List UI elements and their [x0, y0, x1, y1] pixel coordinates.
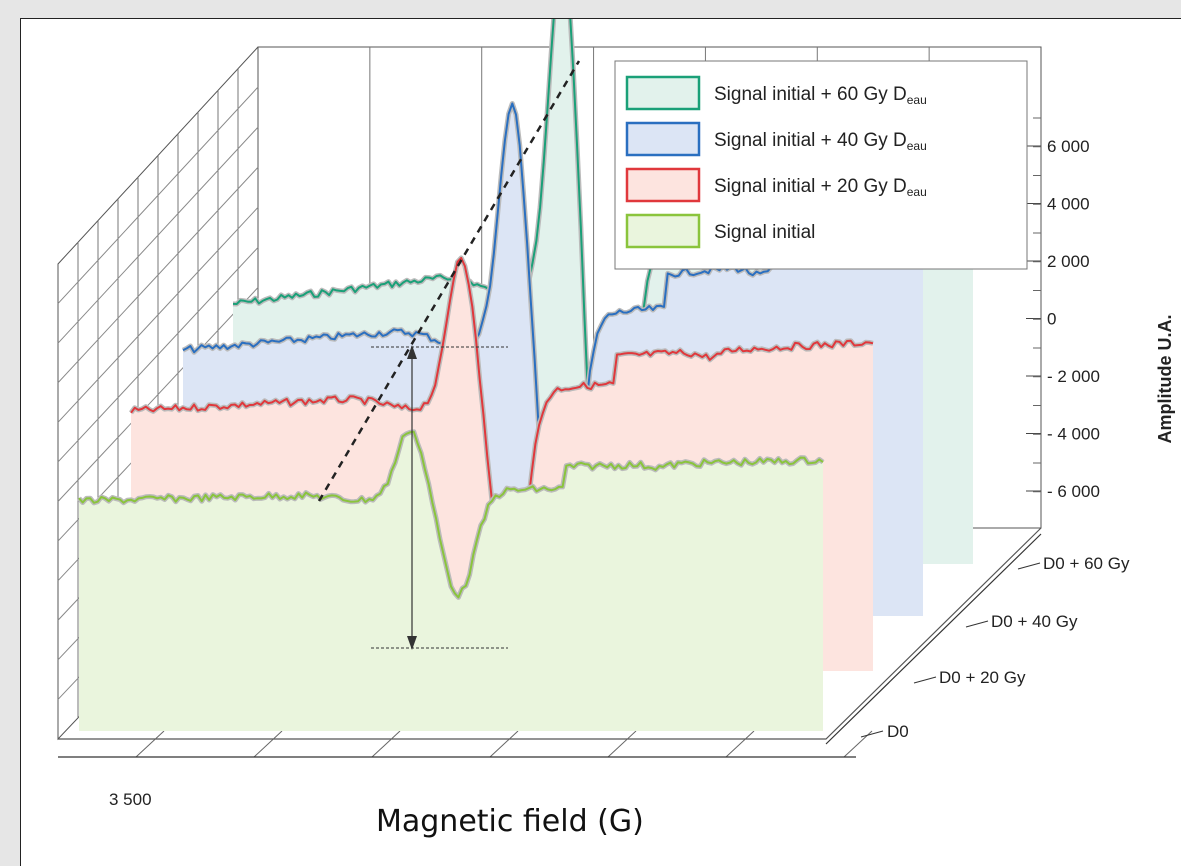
legend-swatch [625, 121, 701, 157]
legend-entry-label: Signal initial + 60 Gy Deau [714, 84, 927, 107]
annotation-layer [317, 60, 581, 650]
arrow-head-up [407, 345, 417, 359]
depth-tick-mark [860, 730, 884, 738]
left-wall-grid-line [57, 247, 259, 463]
tick-layer: 6 000 4 000 2 000 0 - 2 000 - 4 000 - 6 000 D0 D… [825, 117, 1130, 745]
series-area [79, 431, 823, 731]
floor-tick [725, 730, 755, 758]
z-tick-label: 0 [1047, 310, 1056, 329]
chart-frame: 6 000 4 000 2 000 0 - 2 000 - 4 000 - 6 000 D0 D… [20, 18, 1181, 866]
floor-tick [253, 730, 283, 758]
depth-tick-label: D0 + 40 Gy [991, 612, 1078, 631]
x-axis-label: Magnetic field (G) [376, 804, 644, 839]
depth-tick-mark [913, 676, 937, 684]
floor-tick [135, 730, 165, 758]
depth-axis-line [825, 533, 1042, 745]
left-wall-grid-line [57, 206, 259, 423]
depth-tick-label: D0 [887, 722, 909, 741]
series-d0 [77, 429, 825, 731]
series-line [78, 430, 824, 599]
legend-swatch [625, 213, 701, 249]
legend-entry-label: Signal initial + 20 Gy Deau [714, 176, 927, 199]
legend-entry-label: Signal initial + 40 Gy Deau [714, 130, 927, 153]
floor-tick [489, 730, 519, 758]
left-wall-grid-line [57, 287, 259, 502]
left-wall-grid-line [57, 126, 259, 344]
arrow-head-down [407, 636, 417, 650]
waterfall-chart: 6 000 4 000 2 000 0 - 2 000 - 4 000 - 6 000 D0 D… [57, 19, 1175, 839]
floor-tick [607, 730, 637, 758]
legend-entry-subscript: eau [907, 139, 927, 153]
z-tick-label: - 4 000 [1047, 425, 1100, 444]
left-wall-grid-line [57, 166, 259, 384]
legend: Signal initial + 60 Gy Deau Signal initia… [614, 60, 1028, 270]
legend-entry-subscript: eau [907, 93, 927, 107]
z-axis-label: Amplitude U.A. [1155, 315, 1175, 444]
legend-swatch [625, 167, 701, 203]
depth-tick-label: D0 + 60 Gy [1043, 554, 1130, 573]
depth-tick-mark [965, 620, 989, 628]
x-tick-label: 3 500 [109, 790, 152, 809]
left-wall-grid-line [57, 86, 259, 304]
depth-tick-mark [1017, 562, 1041, 570]
legend-entry-label: Signal initial [714, 222, 815, 243]
z-tick-label: 4 000 [1047, 195, 1090, 214]
floor-edge [58, 527, 1042, 740]
legend-swatch [625, 75, 701, 111]
legend-entry-subscript: eau [907, 185, 927, 199]
depth-tick-label: D0 + 20 Gy [939, 668, 1026, 687]
z-tick-label: 6 000 [1047, 137, 1090, 156]
z-tick-label: - 6 000 [1047, 482, 1100, 501]
z-tick-label: - 2 000 [1047, 367, 1100, 386]
z-tick-label: 2 000 [1047, 252, 1090, 271]
floor-tick [371, 730, 401, 758]
